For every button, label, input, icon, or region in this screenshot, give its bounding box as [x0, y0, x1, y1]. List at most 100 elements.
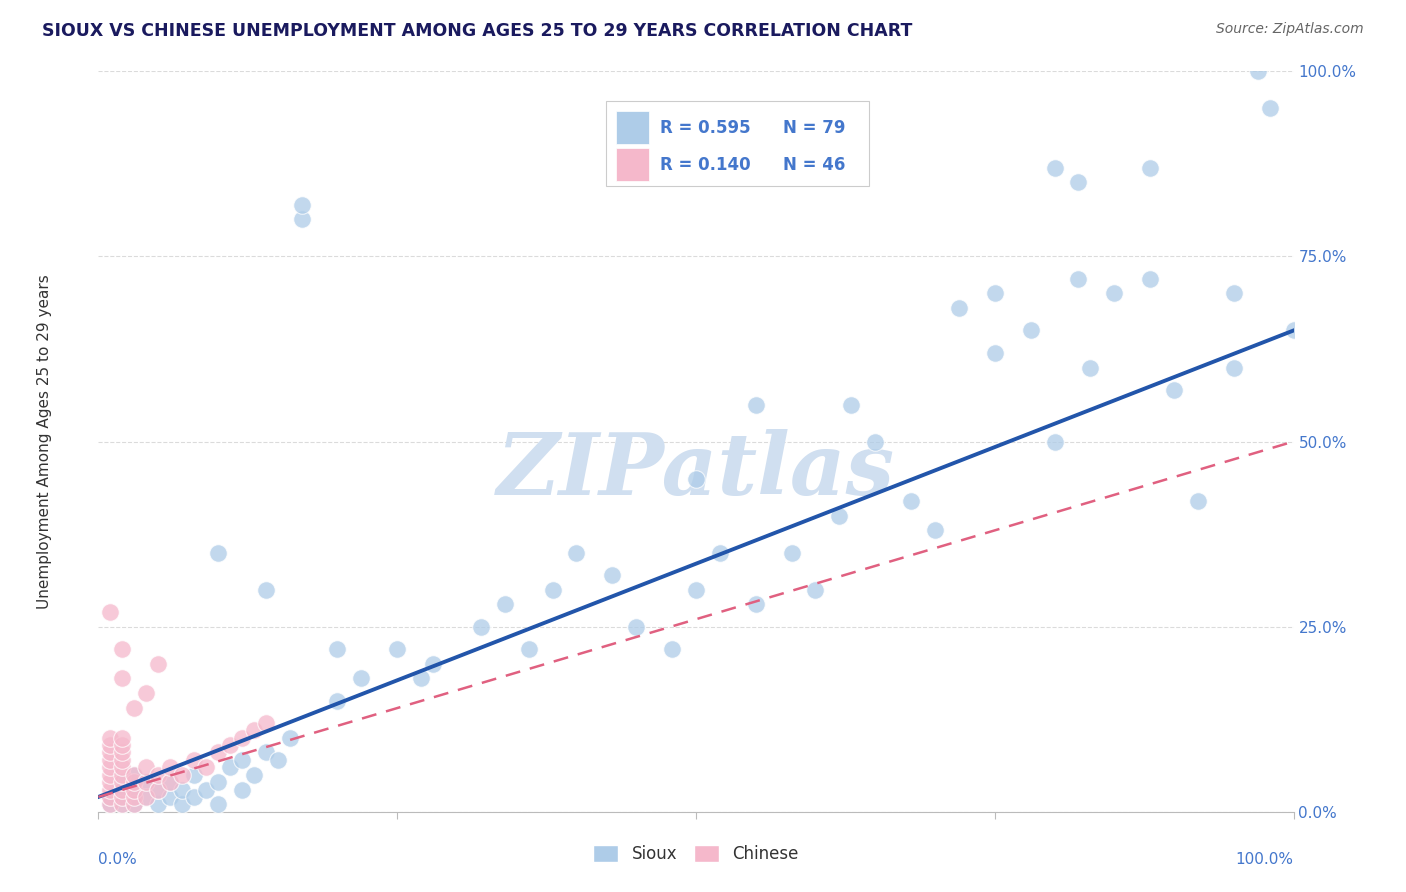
Point [804, 582, 827, 597]
Text: R = 0.140: R = 0.140 [661, 155, 751, 174]
Point [745, 598, 768, 612]
Point [1043, 161, 1066, 175]
Point [1067, 271, 1090, 285]
Point [98, 746, 122, 760]
Point [124, 775, 146, 789]
Point [1282, 324, 1305, 338]
Point [111, 789, 134, 804]
Legend: Sioux, Chinese: Sioux, Chinese [586, 838, 806, 870]
Point [291, 212, 314, 227]
FancyBboxPatch shape [616, 111, 650, 144]
Point [111, 797, 134, 812]
Point [780, 546, 803, 560]
Point [159, 789, 181, 804]
FancyBboxPatch shape [616, 147, 650, 181]
Point [841, 398, 863, 412]
Point [111, 775, 134, 789]
Point [148, 657, 170, 671]
Point [135, 775, 157, 789]
Point [124, 797, 146, 812]
FancyBboxPatch shape [606, 101, 869, 186]
Point [984, 286, 1007, 301]
Point [243, 767, 266, 781]
Point [183, 789, 205, 804]
Point [148, 782, 170, 797]
Text: Source: ZipAtlas.com: Source: ZipAtlas.com [1216, 22, 1364, 37]
Text: N = 79: N = 79 [783, 119, 846, 136]
Text: SIOUX VS CHINESE UNEMPLOYMENT AMONG AGES 25 TO 29 YEARS CORRELATION CHART: SIOUX VS CHINESE UNEMPLOYMENT AMONG AGES… [42, 22, 912, 40]
Point [124, 797, 146, 812]
Point [111, 746, 134, 760]
Point [865, 434, 887, 449]
Point [159, 775, 181, 789]
Point [411, 672, 433, 686]
Point [195, 782, 218, 797]
Point [350, 672, 373, 686]
Point [148, 767, 170, 781]
Point [1223, 286, 1246, 301]
Point [98, 775, 122, 789]
Point [422, 657, 444, 671]
Point [685, 582, 707, 597]
Point [98, 738, 122, 752]
Point [326, 641, 349, 656]
Point [541, 582, 564, 597]
Point [98, 797, 122, 812]
Text: Unemployment Among Ages 25 to 29 years: Unemployment Among Ages 25 to 29 years [37, 274, 52, 609]
Point [98, 782, 122, 797]
Point [124, 701, 146, 715]
Point [172, 797, 194, 812]
Point [565, 546, 588, 560]
Point [111, 641, 134, 656]
Point [183, 767, 205, 781]
Point [98, 767, 122, 781]
Point [326, 694, 349, 708]
Point [1258, 102, 1281, 116]
Point [98, 789, 122, 804]
Point [207, 797, 229, 812]
Point [1067, 175, 1090, 190]
Point [172, 782, 194, 797]
Point [219, 738, 242, 752]
Point [602, 567, 624, 582]
Point [124, 789, 146, 804]
Point [207, 775, 229, 789]
Point [1247, 64, 1270, 78]
Point [900, 493, 922, 508]
Point [124, 782, 146, 797]
Text: 100.0%: 100.0% [1236, 853, 1294, 867]
Point [494, 598, 516, 612]
Point [1139, 271, 1161, 285]
Point [98, 731, 122, 745]
Point [111, 760, 134, 774]
Point [111, 738, 134, 752]
Point [135, 775, 157, 789]
Point [159, 760, 181, 774]
Point [1080, 360, 1102, 375]
Point [195, 760, 218, 774]
Point [1163, 383, 1185, 397]
Point [1043, 434, 1066, 449]
Point [231, 753, 253, 767]
Point [111, 789, 134, 804]
Point [207, 546, 229, 560]
Point [828, 508, 851, 523]
Point [1139, 161, 1161, 175]
Point [626, 619, 648, 633]
Point [111, 782, 134, 797]
Point [111, 767, 134, 781]
Point [98, 605, 122, 619]
Point [124, 767, 146, 781]
Point [219, 760, 242, 774]
Point [661, 641, 683, 656]
Text: N = 46: N = 46 [783, 155, 845, 174]
Point [1104, 286, 1126, 301]
Point [948, 301, 970, 316]
Point [98, 760, 122, 774]
Point [1187, 493, 1209, 508]
Point [111, 672, 134, 686]
Point [111, 731, 134, 745]
Point [470, 619, 492, 633]
Point [98, 797, 122, 812]
Text: R = 0.595: R = 0.595 [661, 119, 751, 136]
